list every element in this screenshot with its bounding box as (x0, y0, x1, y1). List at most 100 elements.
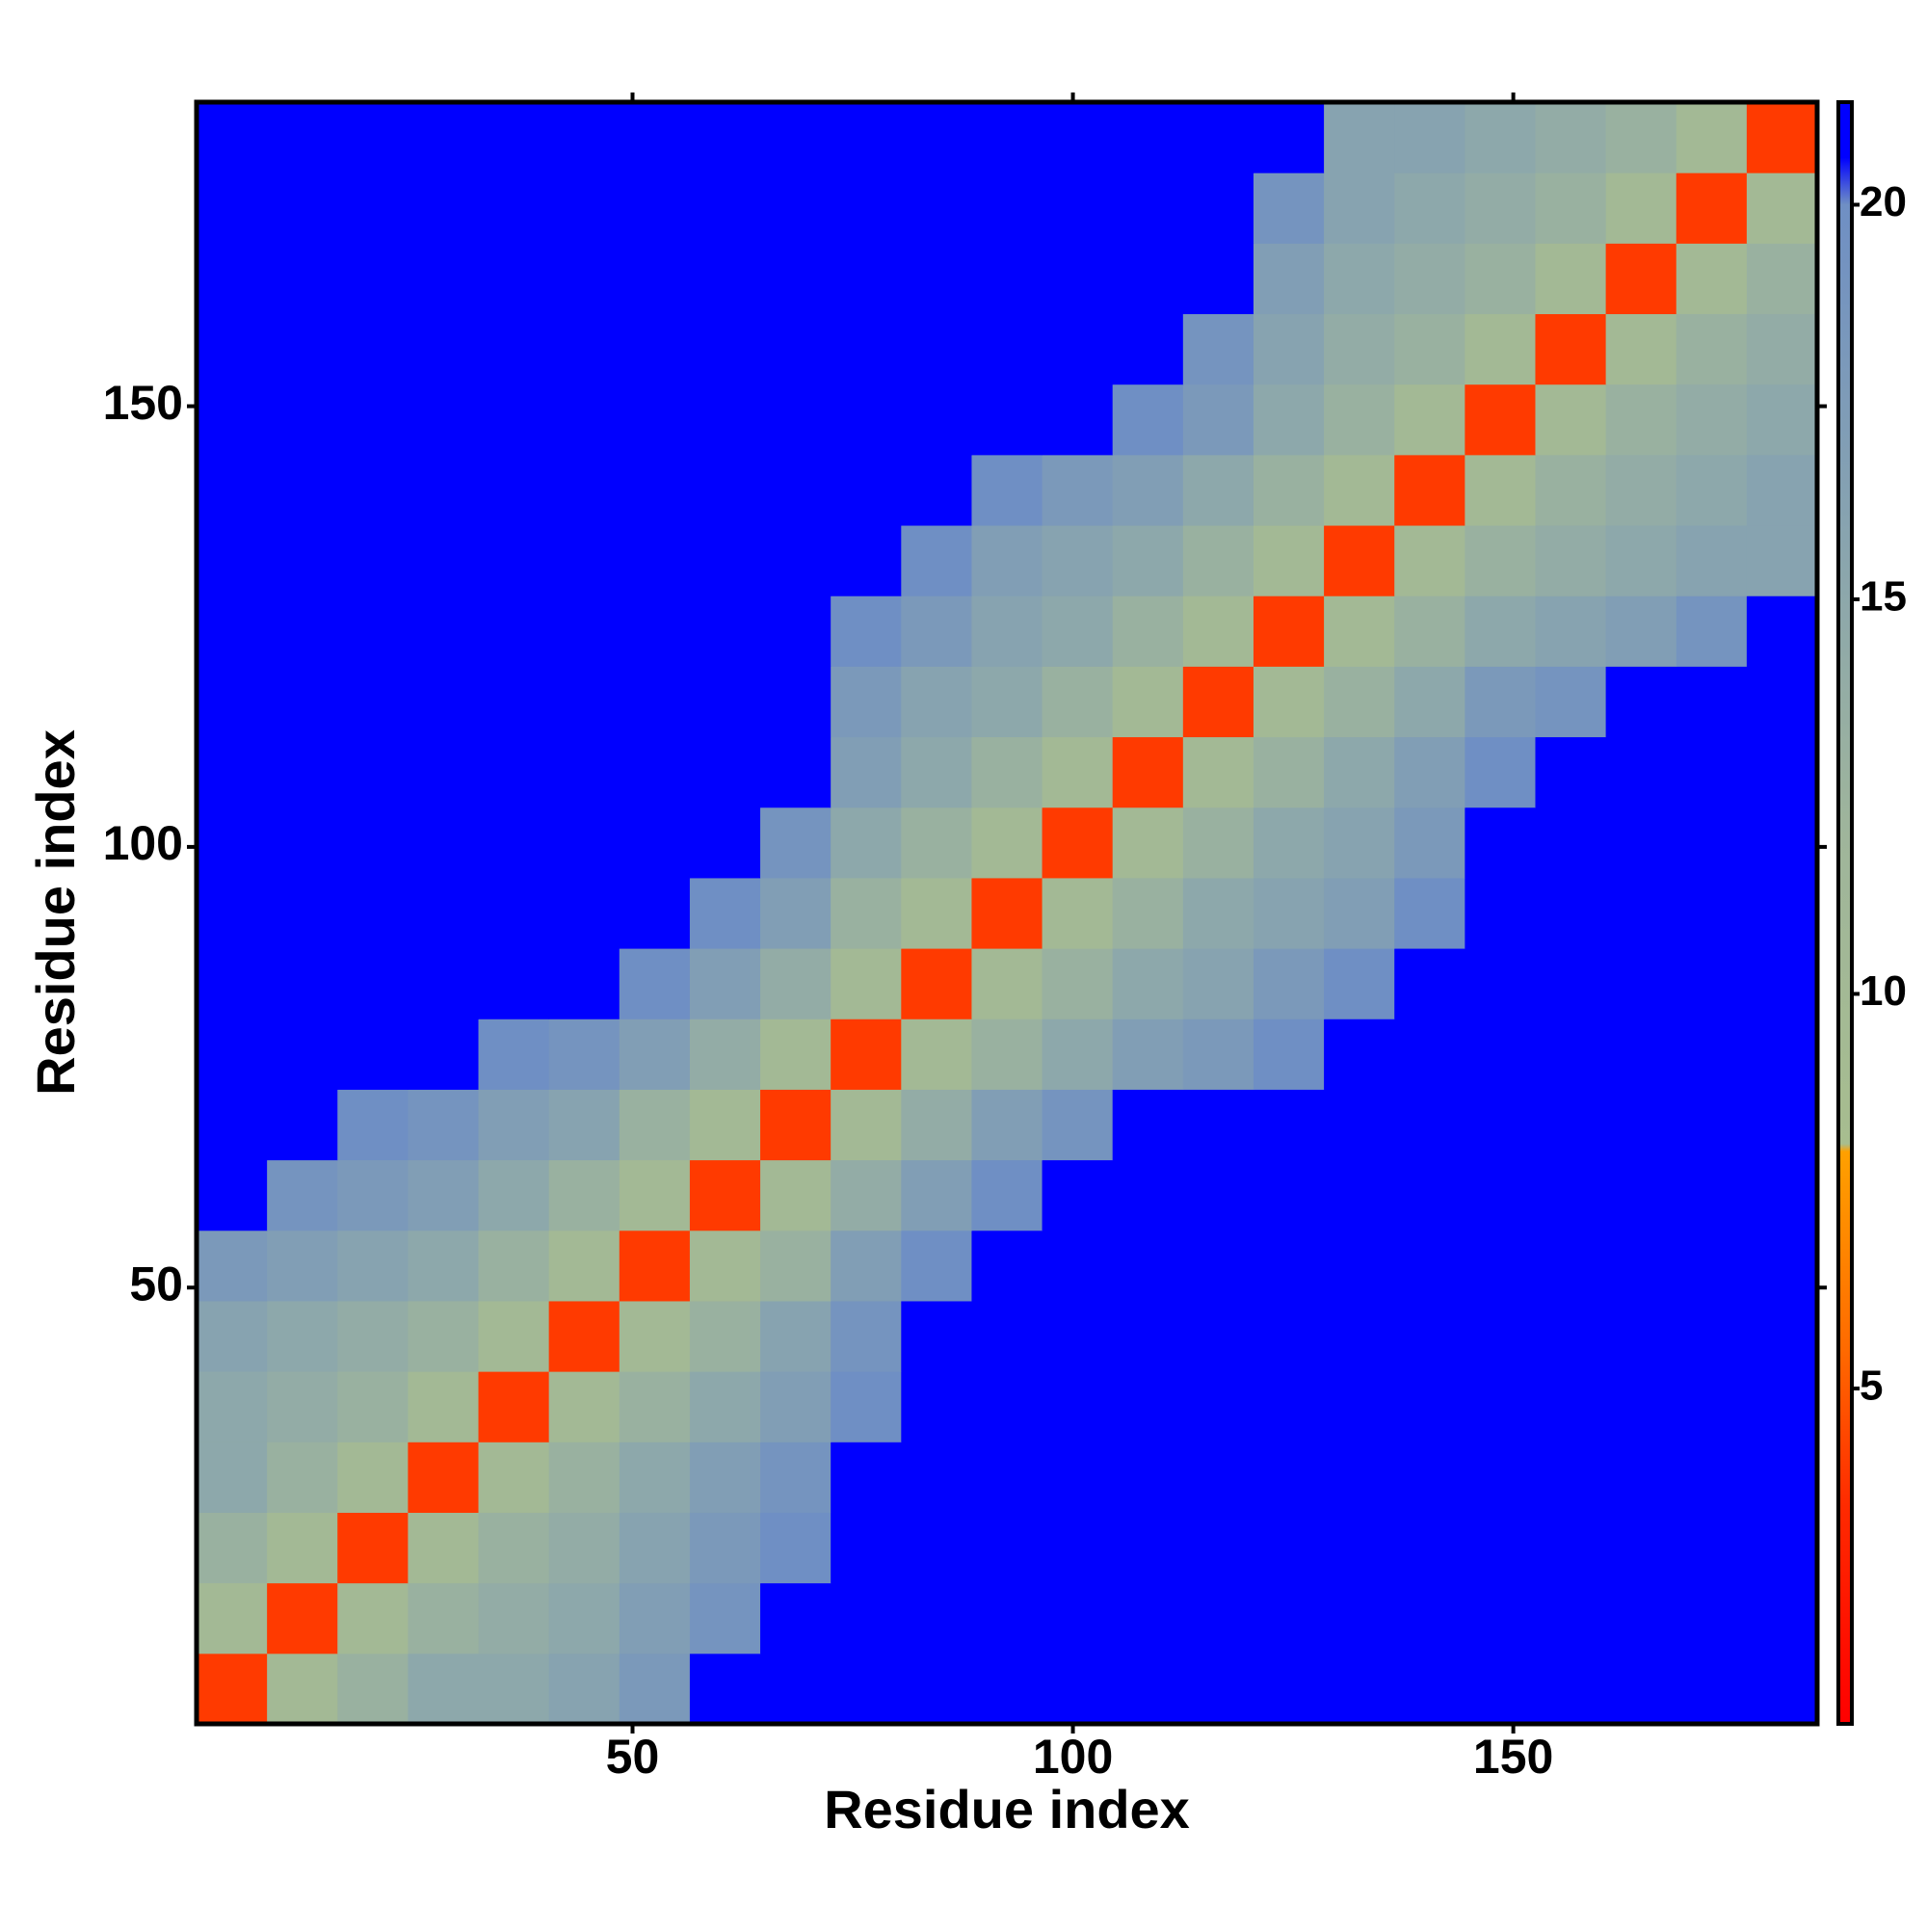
heatmap-cell (478, 948, 550, 1019)
heatmap-cell (689, 243, 761, 315)
heatmap-cell (1746, 948, 1818, 1019)
heatmap-cell (1535, 1230, 1607, 1302)
heatmap-cell (548, 1512, 620, 1584)
heatmap-cell (1182, 243, 1254, 315)
heatmap-cell (478, 313, 550, 385)
heatmap-cell (1676, 877, 1748, 949)
heatmap-cell (1042, 877, 1114, 949)
heatmap-cell (831, 736, 902, 808)
heatmap-cell (197, 807, 268, 879)
heatmap-cell (1253, 1512, 1325, 1584)
heatmap-cell (1112, 525, 1184, 596)
heatmap-cell (197, 1230, 268, 1302)
heatmap-cell (267, 877, 338, 949)
heatmap-cell (619, 102, 691, 173)
heatmap-cell (1535, 666, 1607, 738)
heatmap-cell (478, 1089, 550, 1161)
heatmap-cell (478, 243, 550, 315)
heatmap-cell (197, 1442, 268, 1513)
heatmap-cell (1394, 1089, 1465, 1161)
heatmap-cell (267, 1582, 338, 1654)
heatmap-cell (971, 1582, 1043, 1654)
heatmap-cell (689, 1089, 761, 1161)
heatmap-cell (1535, 1159, 1607, 1231)
heatmap (197, 102, 1818, 1725)
heatmap-cell (1465, 736, 1536, 808)
heatmap-cell (1746, 1089, 1818, 1161)
heatmap-cell (1112, 1512, 1184, 1584)
heatmap-cell (1605, 1442, 1677, 1513)
heatmap-cell (1182, 1442, 1254, 1513)
heatmap-cell (267, 736, 338, 808)
heatmap-cell (478, 525, 550, 596)
x-tick-label: 100 (1033, 1730, 1113, 1784)
heatmap-cell (901, 1159, 972, 1231)
heatmap-cell (689, 313, 761, 385)
heatmap-cell (1676, 807, 1748, 879)
heatmap-cell (267, 948, 338, 1019)
heatmap-cell (831, 1089, 902, 1161)
heatmap-cell (619, 877, 691, 949)
heatmap-cell (1394, 736, 1465, 808)
heatmap-cell (1535, 384, 1607, 456)
heatmap-cell (1253, 666, 1325, 738)
heatmap-cell (408, 807, 480, 879)
heatmap-cell (548, 243, 620, 315)
heatmap-cell (478, 1019, 550, 1090)
heatmap-cell (267, 384, 338, 456)
heatmap-cell (337, 1653, 409, 1725)
heatmap-cell (1746, 243, 1818, 315)
heatmap-cell (1324, 172, 1395, 244)
heatmap-cell (1253, 736, 1325, 808)
heatmap-cell (267, 525, 338, 596)
heatmap-cell (760, 1089, 832, 1161)
heatmap-cell (548, 313, 620, 385)
heatmap-cell (971, 313, 1043, 385)
heatmap-cell (901, 1089, 972, 1161)
heatmap-cell (971, 1300, 1043, 1372)
heatmap-cell (831, 595, 902, 667)
y-tick-label: 100 (103, 816, 183, 870)
heatmap-cell (1182, 666, 1254, 738)
heatmap-cell (1676, 384, 1748, 456)
heatmap-cell (1465, 1159, 1536, 1231)
heatmap-cell (689, 736, 761, 808)
heatmap-cell (408, 102, 480, 173)
heatmap-cell (1535, 1371, 1607, 1442)
heatmap-cell (1605, 948, 1677, 1019)
heatmap-cell (337, 1230, 409, 1302)
heatmap-cell (1112, 454, 1184, 526)
heatmap-cell (1465, 1300, 1536, 1372)
heatmap-cell (1324, 948, 1395, 1019)
heatmap-cell (1253, 877, 1325, 949)
heatmap-cell (267, 1230, 338, 1302)
heatmap-cell (267, 595, 338, 667)
heatmap-cell (1676, 243, 1748, 315)
heatmap-cell (408, 1371, 480, 1442)
heatmap-cell (1182, 172, 1254, 244)
heatmap-cell (548, 384, 620, 456)
heatmap-cell (478, 1159, 550, 1231)
heatmap-cell (337, 1159, 409, 1231)
heatmap-cell (901, 736, 972, 808)
heatmap-cell (1042, 666, 1114, 738)
heatmap-cell (548, 525, 620, 596)
heatmap-cell (1676, 102, 1748, 173)
heatmap-cell (760, 1442, 832, 1513)
heatmap-cell (1324, 1582, 1395, 1654)
heatmap-cell (1042, 172, 1114, 244)
heatmap-cell (760, 1159, 832, 1231)
heatmap-cell (1394, 807, 1465, 879)
heatmap-cell (689, 1582, 761, 1654)
heatmap-cell (760, 1230, 832, 1302)
heatmap-cell (1676, 1582, 1748, 1654)
heatmap-cell (1253, 1371, 1325, 1442)
heatmap-cell (901, 1300, 972, 1372)
heatmap-cell (1394, 1159, 1465, 1231)
heatmap-cell (197, 1089, 268, 1161)
heatmap-cell (478, 595, 550, 667)
heatmap-cell (1324, 877, 1395, 949)
heatmap-cell (760, 948, 832, 1019)
heatmap-cell (1605, 666, 1677, 738)
heatmap-cell (1535, 595, 1607, 667)
